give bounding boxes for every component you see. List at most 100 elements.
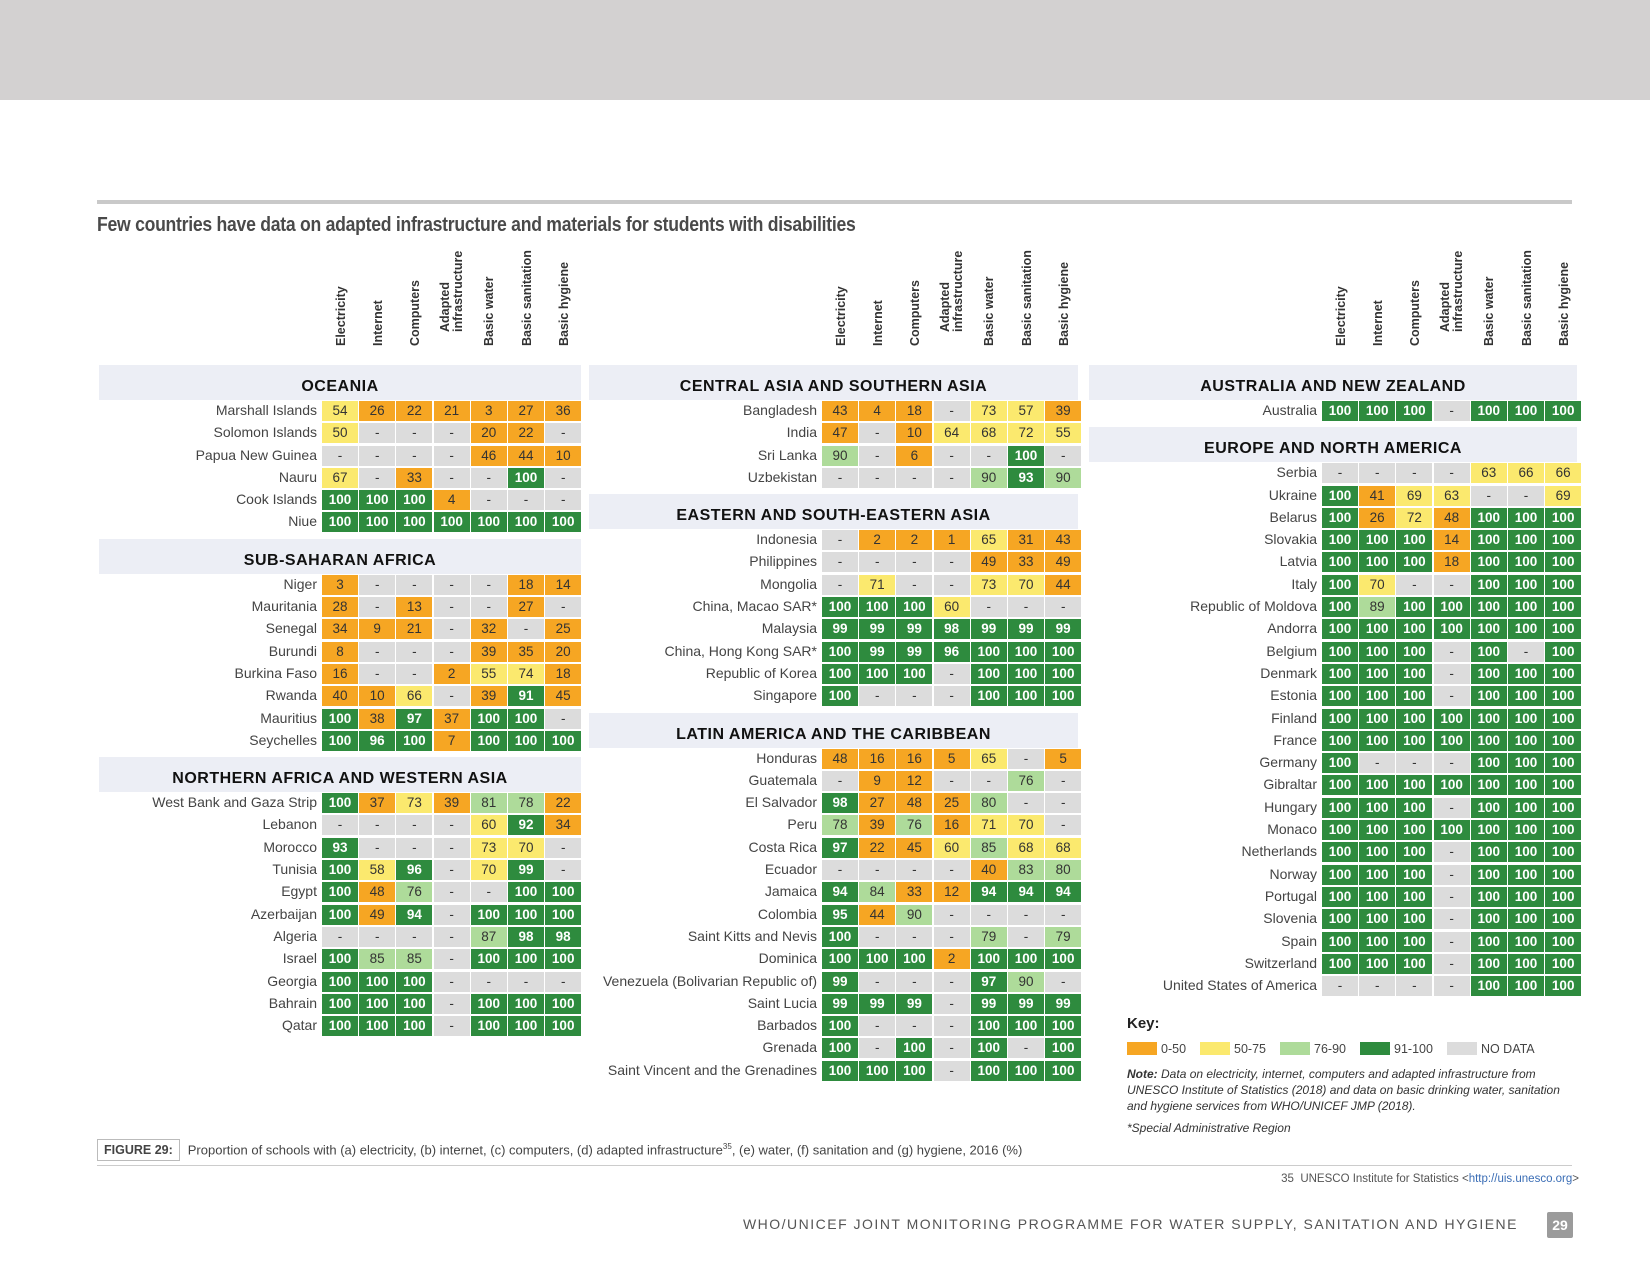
value-cell-electricity: 67: [322, 467, 358, 488]
value-cell-basic-water: 100: [1470, 663, 1507, 684]
value-cell-computers: -: [396, 423, 433, 444]
country-name: Republic of Korea: [705, 664, 817, 681]
region-header-latin-america-and-the-caribbean: LATIN AMERICA AND THE CARIBBEAN: [589, 712, 1078, 748]
value-cell-adapted-infrastructure: -: [933, 1016, 970, 1037]
value-cell-electricity: 100: [822, 1038, 858, 1059]
table-panel: Electricity Internet Computers Adapted infr…: [1089, 243, 1582, 997]
value-cell-electricity: 100: [1322, 753, 1358, 774]
country-name: Grenada: [762, 1039, 817, 1056]
value-cell-adapted-infrastructure: 21: [433, 401, 470, 421]
value-cell-basic-hygiene: -: [1045, 445, 1082, 466]
value-cell-internet: 26: [359, 401, 396, 421]
value-cell-internet: 100: [1359, 909, 1396, 930]
value-cell-basic-water: 100: [970, 1016, 1007, 1037]
value-cell-basic-water: -: [470, 574, 507, 595]
value-cell-computers: -: [396, 815, 433, 836]
table-row: Georgia 100 100 100- - - -: [99, 971, 582, 993]
column-header-label: Basic water: [1482, 276, 1497, 346]
value-cell-computers: -: [396, 663, 433, 684]
country-name: Sri Lanka: [757, 446, 817, 463]
value-cell-basic-water: 3: [470, 401, 507, 421]
value-cell-internet: 71: [859, 574, 896, 595]
value-cell-internet: 4: [859, 401, 896, 421]
legend-swatch: [1127, 1042, 1157, 1055]
value-cell-adapted-infrastructure: -: [933, 993, 970, 1014]
source-note: Note: Data on electricity, internet, com…: [1127, 1066, 1577, 1114]
value-cell-adapted-infrastructure: -: [933, 663, 970, 684]
value-cell-basic-sanitation: 100: [1008, 445, 1044, 466]
value-cell-basic-water: 55: [470, 663, 507, 684]
value-cell-adapted-infrastructure: 16: [933, 815, 970, 836]
value-cell-computers: 100: [1396, 797, 1433, 818]
footnote-link[interactable]: http://uis.unesco.org: [1468, 1173, 1573, 1185]
value-cell-basic-sanitation: 94: [1008, 882, 1044, 903]
value-cell-basic-water: 100: [1470, 708, 1507, 729]
country-name: Slovenia: [1263, 910, 1317, 927]
value-cell-adapted-infrastructure: 2: [433, 663, 470, 684]
value-cell-basic-water: -: [970, 445, 1007, 466]
value-cell-basic-water: 99: [970, 619, 1007, 640]
column-header-label: Computers: [1407, 280, 1422, 346]
table-row: Netherlands 100 100 100-100 100 100: [1089, 841, 1582, 863]
value-cell-electricity: 98: [822, 793, 858, 814]
value-cell-basic-water: 100: [470, 512, 507, 533]
value-cell-basic-water: 39: [470, 686, 507, 707]
value-cell-basic-water: 100: [1470, 574, 1507, 595]
value-cell-adapted-infrastructure: -: [1433, 864, 1470, 885]
table-row: Costa Rica 97 22 45 60 85 68 68: [589, 837, 1082, 859]
table-row: Saint Lucia 99 99 99-99 99 99: [589, 993, 1082, 1015]
value-cell-basic-water: 32: [470, 619, 507, 640]
value-cell-computers: 22: [396, 401, 433, 421]
table-row: Spain 100 100 100-100 100 100: [1089, 931, 1582, 953]
value-cell-basic-sanitation: 100: [1508, 686, 1544, 707]
column-header-computers: Computers: [396, 243, 433, 358]
country-name: Azerbaijan: [250, 905, 317, 922]
country-name: Honduras: [756, 749, 817, 766]
value-cell-electricity: 100: [822, 597, 858, 618]
column-header-label: Internet: [370, 300, 385, 346]
value-cell-electricity: 100: [322, 793, 358, 814]
table-row: Ukraine 100 41 69 63- -69: [1089, 485, 1582, 507]
value-cell-computers: 100: [1396, 842, 1433, 863]
value-cell-adapted-infrastructure: 100: [1433, 820, 1470, 841]
table-row: Finland 100 100 100 100 100 100 100: [1089, 708, 1582, 730]
column-header-computers: Computers: [1396, 243, 1433, 358]
value-cell-electricity: 100: [822, 686, 858, 707]
column-header-label: Electricity: [333, 286, 348, 346]
value-cell-computers: 100: [396, 993, 433, 1014]
value-cell-electricity: 100: [1322, 686, 1358, 707]
value-cell-computers: 100: [896, 949, 933, 970]
value-cell-computers: 100: [896, 663, 933, 684]
value-cell-basic-water: 46: [470, 445, 507, 466]
value-cell-adapted-infrastructure: 100: [1433, 708, 1470, 729]
value-cell-basic-hygiene: 100: [545, 882, 582, 903]
table-row: Indonesia -2 2 1 65 31 43: [589, 529, 1082, 551]
country-name: Italy: [1291, 575, 1317, 592]
table-panel: Electricity Internet Computers Adapted infr…: [99, 243, 582, 1037]
value-cell-basic-hygiene: 80: [1045, 860, 1082, 881]
value-cell-adapted-infrastructure: -: [433, 619, 470, 640]
value-cell-computers: -: [396, 574, 433, 595]
value-cell-adapted-infrastructure: 48: [1433, 507, 1470, 528]
value-cell-internet: -: [359, 467, 396, 488]
region-title: CENTRAL ASIA AND SOUTHERN ASIA: [679, 378, 988, 395]
value-cell-computers: 100: [1396, 686, 1433, 707]
legend-swatch: [1360, 1042, 1390, 1055]
value-cell-basic-hygiene: 100: [1545, 886, 1582, 907]
table-row: India 47-10 64 68 72 55: [589, 422, 1082, 444]
value-cell-adapted-infrastructure: -: [433, 423, 470, 444]
value-cell-basic-water: 100: [1470, 641, 1507, 662]
legend-items: 0-50 50-75 76-90 91-100 NO DATA: [1127, 1040, 1549, 1058]
value-cell-basic-sanitation: -: [1008, 597, 1044, 618]
value-cell-adapted-infrastructure: -: [433, 904, 470, 925]
table-row: France 100 100 100 100 100 100 100: [1089, 730, 1582, 752]
value-cell-basic-water: 100: [970, 641, 1007, 662]
table-row: Lebanon - - - -60 92 34: [99, 814, 582, 836]
legend-item-0-50: 0-50: [1127, 1042, 1186, 1056]
value-cell-basic-hygiene: 36: [545, 401, 582, 421]
value-cell-electricity: -: [322, 926, 358, 947]
value-cell-electricity: -: [322, 815, 358, 836]
value-cell-internet: 100: [359, 512, 396, 533]
value-cell-basic-sanitation: 100: [1508, 976, 1544, 997]
country-name: Switzerland: [1244, 954, 1317, 971]
